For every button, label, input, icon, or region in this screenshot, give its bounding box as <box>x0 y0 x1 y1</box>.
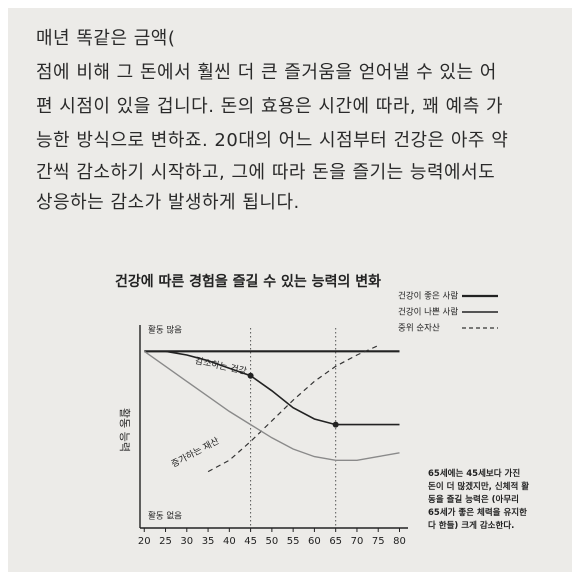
series-line <box>144 350 400 426</box>
legend-label: 중위 순자산 <box>398 323 440 334</box>
series-line <box>143 350 400 461</box>
chart-title: 건강에 따른 경험을 즐길 수 있는 능력의 변화 <box>115 273 381 290</box>
x-tick-label: 30 <box>180 536 193 547</box>
x-tick-label: 40 <box>223 536 236 547</box>
annotation: 증가하는 재산 <box>170 436 222 470</box>
x-tick-label: 55 <box>287 536 300 547</box>
x-tick-label: 45 <box>244 536 257 547</box>
x-tick-label: 80 <box>393 536 406 547</box>
text-line: 능한 방식으로 변하죠. 20대의 어느 시점부터 건강은 아주 약 <box>36 130 509 151</box>
series-line <box>207 345 379 473</box>
x-tick-label: 50 <box>266 536 279 547</box>
text-line: 상응하는 감소가 발생하게 됩니다. <box>36 192 300 213</box>
legend-label: 건강이 좋은 사람 <box>398 291 458 302</box>
text-line: 매년 똑같은 금액( <box>36 28 176 49</box>
x-tick-label: 75 <box>372 536 385 547</box>
text-line: 간씩 감소하기 시작하고, 그에 따라 돈을 즐기는 능력에서도 <box>36 162 496 183</box>
x-tick-label: 60 <box>308 536 321 547</box>
x-tick-label: 35 <box>202 536 215 547</box>
y-tick-label: 활동 많음 <box>148 325 182 336</box>
side-note: 65세에는 45세보다 가진 돈이 더 많겠지만, 신체적 활동을 즐길 능력은… <box>428 469 530 531</box>
chart: 건강에 따른 경험을 즐길 수 있는 능력의 변화 활동 능력 20 25 30 35… <box>115 273 498 547</box>
marker <box>332 421 339 428</box>
x-tick-label: 25 <box>159 536 172 547</box>
book-page: 매년 똑같은 금액( 점에 비해 그 돈에서 훨씬 더 큰 즐거움을 얻어낼 수… <box>8 8 572 572</box>
marker <box>247 372 254 379</box>
text-line: 편 시점이 있을 겁니다. 돈의 효용은 시간에 따라, 꽤 예측 가 <box>36 96 504 117</box>
y-tick-label: 활동 없음 <box>148 511 182 522</box>
x-tick-label: 20 <box>138 536 151 547</box>
x-tick-label: 65 <box>329 536 342 547</box>
x-tick-label: 70 <box>351 536 364 547</box>
legend-label: 건강이 나쁜 사람 <box>398 307 458 318</box>
annotation: 감소하는 건강 <box>194 354 248 377</box>
text-line: 점에 비해 그 돈에서 훨씬 더 큰 즐거움을 얻어낼 수 있는 어 <box>36 62 497 83</box>
y-axis-label: 활동 능력 <box>118 408 132 452</box>
